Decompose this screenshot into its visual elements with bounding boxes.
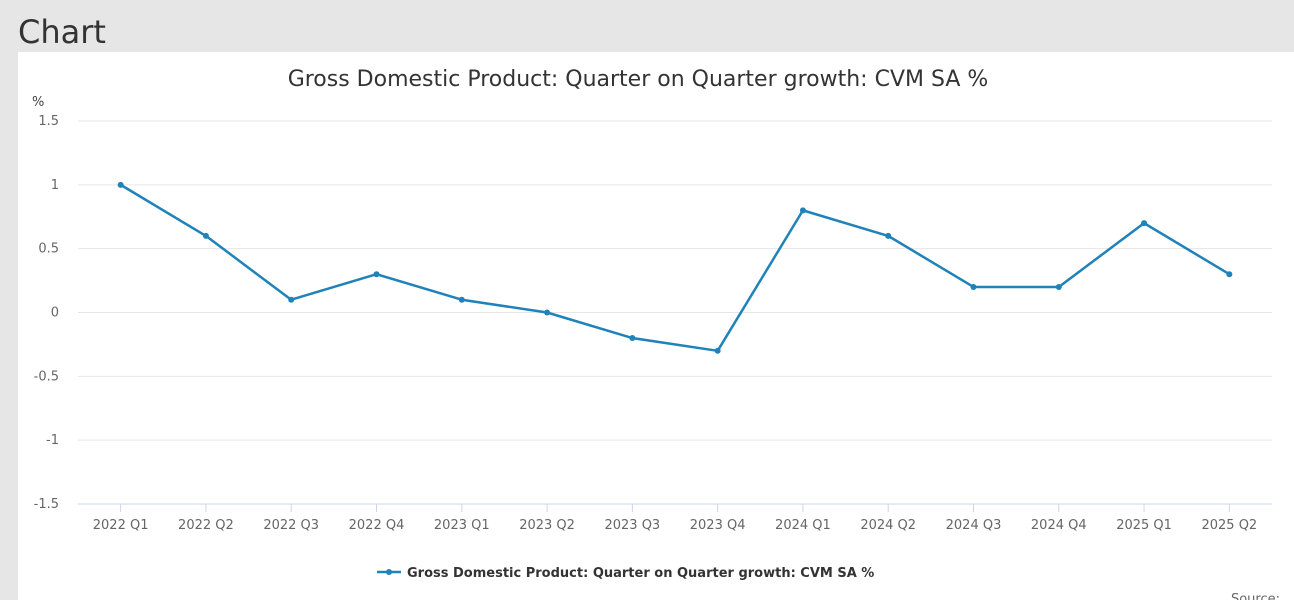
x-tick-label: 2022 Q1	[93, 518, 149, 533]
legend-marker	[386, 569, 392, 575]
x-tick-label: 2024 Q4	[1031, 518, 1087, 533]
y-axis-unit-label: %	[32, 95, 44, 110]
data-point[interactable]	[1055, 283, 1062, 290]
x-tick-label: 2023 Q1	[434, 518, 490, 533]
data-point[interactable]	[799, 207, 806, 214]
data-point[interactable]	[885, 232, 892, 239]
data-point[interactable]	[117, 181, 124, 188]
x-tick-label: 2022 Q2	[178, 518, 234, 533]
x-tick-label: 2024 Q3	[946, 518, 1002, 533]
data-point[interactable]	[1226, 271, 1233, 278]
data-point[interactable]	[629, 335, 636, 342]
x-tick-label: 2023 Q4	[690, 518, 746, 533]
x-tick-label: 2024 Q1	[775, 518, 831, 533]
series-group	[117, 181, 1233, 354]
series-line	[120, 183, 1230, 353]
data-point[interactable]	[714, 347, 721, 354]
x-tick-label: 2025 Q2	[1201, 518, 1257, 533]
source-label: Source:	[1231, 592, 1280, 600]
data-point[interactable]	[970, 283, 977, 290]
data-point[interactable]	[373, 271, 380, 278]
x-tick-label: 2022 Q4	[349, 518, 405, 533]
gridlines	[78, 120, 1272, 505]
x-tick-label: 2022 Q3	[263, 518, 319, 533]
y-tick-label: 0	[51, 306, 59, 321]
legend[interactable]: Gross Domestic Product: Quarter on Quart…	[377, 566, 874, 581]
data-point[interactable]	[1141, 220, 1148, 227]
data-point[interactable]	[202, 232, 209, 239]
data-point[interactable]	[544, 309, 551, 316]
y-tick-label: 0.5	[38, 242, 59, 257]
page-heading: Chart	[18, 13, 106, 51]
x-tick-label: 2025 Q1	[1116, 518, 1172, 533]
chart-panel: Gross Domestic Product: Quarter on Quart…	[18, 52, 1294, 600]
y-tick-label: -1.5	[34, 497, 59, 512]
x-tick-label: 2023 Q2	[519, 518, 575, 533]
data-point[interactable]	[288, 296, 295, 303]
y-tick-label: -0.5	[34, 369, 59, 384]
data-point[interactable]	[458, 296, 465, 303]
legend-label[interactable]: Gross Domestic Product: Quarter on Quart…	[407, 566, 874, 581]
x-axis-ticks: 2022 Q1 2022 Q2 2022 Q3 2022 Q4 2023 Q1 2023 …	[93, 504, 1257, 533]
y-axis-ticks: 1.5 1 0.5 0 -0.5 -1 -1.5	[34, 114, 59, 512]
x-tick-label: 2023 Q3	[604, 518, 660, 533]
chart-title: Gross Domestic Product: Quarter on Quart…	[288, 67, 989, 92]
line-chart: Gross Domestic Product: Quarter on Quart…	[32, 67, 1280, 600]
y-tick-label: -1	[46, 433, 59, 448]
y-tick-label: 1	[51, 178, 59, 193]
x-tick-label: 2024 Q2	[860, 518, 916, 533]
y-tick-label: 1.5	[38, 114, 59, 129]
